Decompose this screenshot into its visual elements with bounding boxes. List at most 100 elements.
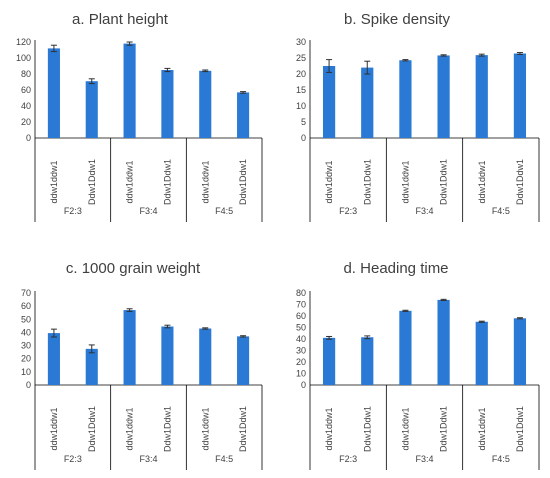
category-label: Ddw1Ddw1 xyxy=(362,159,372,205)
error-bar xyxy=(516,317,523,320)
group-label: F4:5 xyxy=(215,454,233,464)
group-label: F2:3 xyxy=(64,454,82,464)
group-label: F4:5 xyxy=(492,206,510,216)
bar xyxy=(237,336,250,385)
y-tick-label: 50 xyxy=(296,323,306,333)
bar xyxy=(47,48,60,138)
bar xyxy=(361,337,374,385)
bar xyxy=(237,92,250,138)
error-bar xyxy=(50,44,57,53)
y-tick-label: 60 xyxy=(21,301,31,311)
y-tick-label: 40 xyxy=(296,334,306,344)
error-bar xyxy=(364,335,371,340)
group-label: F2:3 xyxy=(339,454,357,464)
chart-title: d. Heading time xyxy=(343,260,448,277)
category-label: ddw1ddw1 xyxy=(49,160,59,203)
y-tick-label: 60 xyxy=(296,311,306,321)
group-label: F3:4 xyxy=(139,206,157,216)
group-label: F4:5 xyxy=(215,206,233,216)
bar xyxy=(475,321,488,385)
y-tick-label: 0 xyxy=(26,133,31,143)
y-tick-label: 30 xyxy=(296,346,306,356)
chart-title: c. 1000 grain weight xyxy=(66,260,201,277)
error-bar xyxy=(88,344,95,354)
bar xyxy=(85,81,98,138)
category-label: Ddw1Ddw1 xyxy=(87,406,97,452)
group-label: F2:3 xyxy=(339,206,357,216)
error-bar xyxy=(164,324,171,329)
bar xyxy=(161,326,174,385)
y-tick-label: 20 xyxy=(296,357,306,367)
category-label: Ddw1Ddw1 xyxy=(439,406,449,452)
y-tick-label: 0 xyxy=(301,133,306,143)
error-bar xyxy=(88,78,95,85)
bar xyxy=(475,55,488,139)
chart-panel: a. Plant height 0 20 40 60 80 100 120 F2:3 F3:4 F4… xyxy=(16,11,263,222)
category-label: Ddw1Ddw1 xyxy=(515,159,525,205)
category-label: ddw1ddw1 xyxy=(400,407,410,450)
category-label: ddw1ddw1 xyxy=(324,160,334,203)
chart-title: a. Plant height xyxy=(72,11,169,28)
y-tick-label: 120 xyxy=(16,37,31,47)
bar xyxy=(47,333,60,385)
error-bar xyxy=(364,60,371,75)
error-bar xyxy=(440,54,447,57)
category-label: Ddw1Ddw1 xyxy=(87,159,97,205)
category-label: ddw1ddw1 xyxy=(49,407,59,450)
category-label: ddw1ddw1 xyxy=(125,407,135,450)
y-tick-label: 70 xyxy=(296,300,306,310)
error-bar xyxy=(402,309,409,312)
error-bar xyxy=(326,59,333,73)
group-label: F4:5 xyxy=(492,454,510,464)
y-tick-label: 10 xyxy=(21,367,31,377)
category-label: ddw1ddw1 xyxy=(400,160,410,203)
y-tick-label: 20 xyxy=(21,354,31,364)
bar xyxy=(85,348,98,385)
error-bar xyxy=(202,69,209,73)
category-label: Ddw1Ddw1 xyxy=(162,406,172,452)
y-tick-label: 40 xyxy=(21,101,31,111)
error-bar xyxy=(440,298,447,301)
bar xyxy=(437,299,450,385)
error-bar xyxy=(402,59,409,62)
y-tick-label: 20 xyxy=(21,117,31,127)
y-tick-label: 30 xyxy=(296,37,306,47)
bar xyxy=(322,337,336,385)
category-label: ddw1ddw1 xyxy=(200,160,210,203)
error-bar xyxy=(240,91,247,94)
y-tick-label: 5 xyxy=(301,117,306,127)
chart-panel: c. 1000 grain weight 0 10 20 30 40 50 60 70 F2:3 F… xyxy=(21,260,263,470)
error-bar xyxy=(240,335,247,338)
category-label: Ddw1Ddw1 xyxy=(238,406,248,452)
y-tick-label: 25 xyxy=(296,53,306,63)
bar xyxy=(123,310,136,385)
error-bar xyxy=(50,328,57,338)
y-tick-label: 0 xyxy=(26,380,31,390)
category-label: Ddw1Ddw1 xyxy=(515,406,525,452)
bar xyxy=(322,66,336,138)
y-tick-label: 30 xyxy=(21,341,31,351)
bar xyxy=(199,70,212,138)
bar xyxy=(513,53,527,138)
y-tick-label: 20 xyxy=(296,69,306,79)
error-bar xyxy=(478,320,485,323)
error-bar xyxy=(126,308,133,312)
bar xyxy=(361,67,374,138)
y-tick-label: 10 xyxy=(296,369,306,379)
error-bar xyxy=(164,67,171,73)
category-label: Ddw1Ddw1 xyxy=(439,159,449,205)
group-label: F3:4 xyxy=(415,206,433,216)
error-bar xyxy=(326,335,333,340)
category-label: Ddw1Ddw1 xyxy=(362,406,372,452)
error-bar xyxy=(478,53,485,57)
bar xyxy=(399,310,412,385)
category-label: Ddw1Ddw1 xyxy=(162,159,172,205)
y-tick-label: 50 xyxy=(21,314,31,324)
category-label: ddw1ddw1 xyxy=(125,160,135,203)
category-label: ddw1ddw1 xyxy=(477,407,487,450)
bar xyxy=(161,70,174,138)
category-label: ddw1ddw1 xyxy=(324,407,334,450)
y-tick-label: 80 xyxy=(21,69,31,79)
